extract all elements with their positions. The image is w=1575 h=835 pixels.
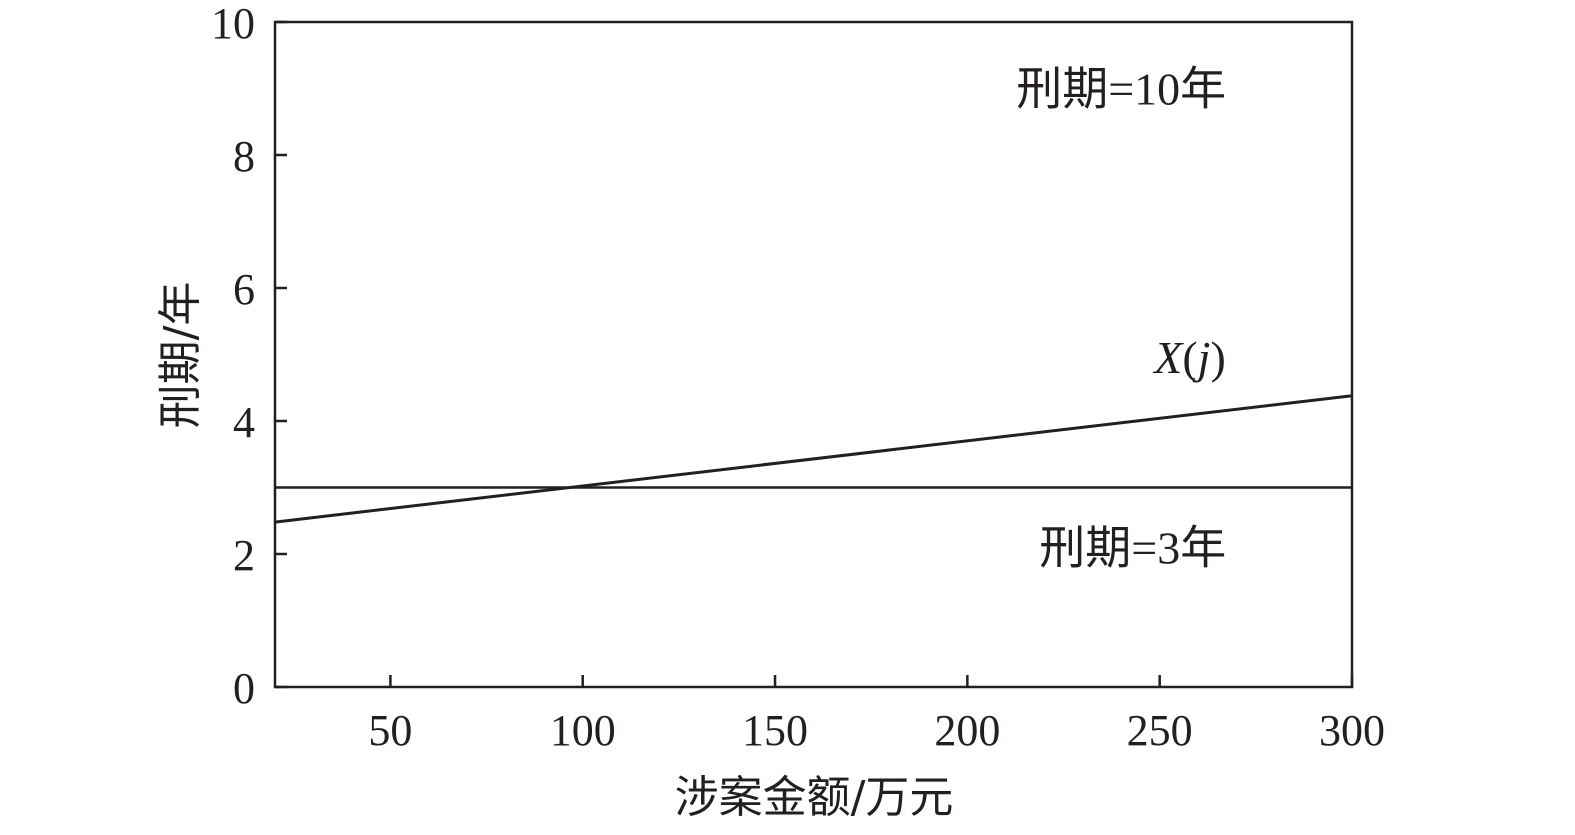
series-layer: X(j)	[274, 332, 1353, 524]
y-tick-label: 8	[233, 132, 255, 181]
x-tick-label: 250	[1127, 706, 1193, 755]
series-label: X(j)	[1152, 332, 1226, 383]
annotation-upper: 刑期=10年	[1016, 64, 1226, 115]
x-tick-label: 300	[1319, 706, 1385, 755]
x-tick-label: 150	[742, 706, 808, 755]
x-tick-label: 100	[550, 706, 616, 755]
x-tick-label: 50	[368, 706, 412, 755]
series-line	[274, 394, 1353, 524]
labels-layer: 涉案金额/万元 刑期/年 刑期=10年 刑期=3年	[155, 64, 1226, 824]
plot-frame	[273, 20, 1354, 689]
x-tick-label: 200	[934, 706, 1000, 755]
y-tick-label: 10	[211, 0, 255, 48]
y-tick-label: 4	[233, 398, 255, 447]
y-tick-label: 2	[233, 531, 255, 580]
plot-area	[273, 20, 1354, 689]
annotation-lower: 刑期=3年	[1039, 522, 1226, 573]
y-tick-label: 0	[233, 664, 255, 713]
y-axis-title: 刑期/年	[155, 282, 206, 429]
y-tick-label: 6	[233, 265, 255, 314]
x-axis-title: 涉案金额/万元	[675, 772, 954, 823]
ticks-layer: 0 2 4 6 8 10 50 100 150 200 250 300	[211, 0, 1385, 755]
